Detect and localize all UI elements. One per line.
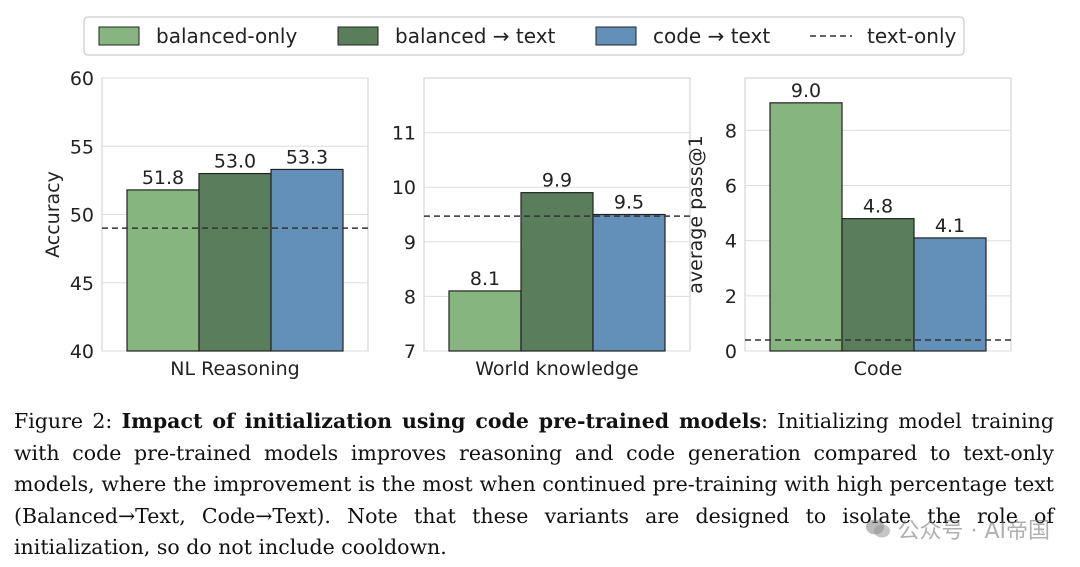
- wechat-icon: [866, 519, 891, 538]
- panel-3-ytick-5: 8: [725, 120, 737, 142]
- legend-swatch-balanced-text: [337, 26, 379, 46]
- panel-1-value-label-2: 53.0: [214, 151, 256, 173]
- panel-1-bar-3: [270, 168, 344, 352]
- legend: balanced-only balanced → text code → tex…: [83, 16, 965, 56]
- panel-3-ytick-3: 4: [725, 231, 737, 253]
- panel-2-value-label-1: 8.1: [470, 268, 500, 290]
- caption-body: : Initializing model training with code …: [14, 409, 1054, 559]
- panel-3-ylabel: average pass@1: [685, 135, 707, 293]
- legend-swatch-balanced-only: [98, 26, 140, 46]
- panel-3-ytick-2: 2: [725, 286, 737, 308]
- panel-3-ytick-4: 6: [725, 176, 737, 198]
- legend-swatch-code-text: [595, 26, 637, 46]
- caption-prefix: Figure 2:: [14, 409, 122, 433]
- panel-2-bar-2: [520, 192, 594, 352]
- panel-3-value-label-2: 4.8: [863, 196, 893, 218]
- panel-3-ytick-1: 0: [725, 341, 737, 363]
- legend-label-balanced-only: balanced-only: [156, 24, 297, 48]
- legend-label-text-only: text-only: [867, 24, 957, 48]
- panel-2-ytick-4: 10: [392, 177, 416, 199]
- panel-2-ytick-2: 8: [404, 286, 416, 308]
- figure-caption: Figure 2: Impact of initialization using…: [14, 406, 1054, 564]
- panel-2-bar-3: [592, 213, 666, 352]
- panel-1-value-label-3: 53.3: [286, 146, 328, 168]
- panel-2-value-label-2: 9.9: [542, 170, 572, 192]
- watermark: 公众号 · AI帝国: [865, 513, 1050, 545]
- panel-3-value-label-3: 4.1: [935, 215, 965, 237]
- panel-1-value-label-1: 51.8: [142, 167, 184, 189]
- panel-3-bar-1: [769, 102, 843, 352]
- panel-2-ytick-3: 9: [404, 232, 416, 254]
- panel-1-bar-1: [126, 189, 200, 352]
- panel-1-ytick-5: 60: [70, 68, 94, 90]
- panel-1-bar-2: [198, 172, 272, 352]
- panel-1-ytick-1: 40: [70, 341, 94, 363]
- panel-2-bar-1: [448, 290, 522, 352]
- panel-1-ytick-2: 45: [70, 273, 94, 295]
- panel-2-xlabel: World knowledge: [475, 358, 638, 380]
- figure-chart: balanced-only balanced → text code → tex…: [42, 16, 1012, 380]
- legend-label-code-text: code → text: [653, 24, 770, 48]
- watermark-text: 公众号 · AI帝国: [897, 519, 1050, 544]
- panel-3-value-label-1: 9.0: [791, 80, 821, 102]
- panel-3-bar-3: [913, 237, 987, 352]
- panel-2-ytick-5: 11: [392, 123, 416, 145]
- legend-label-balanced-text: balanced → text: [395, 24, 556, 48]
- panel-1-ytick-4: 55: [70, 136, 94, 158]
- panel-1-ytick-3: 50: [70, 205, 94, 227]
- caption-title: Impact of initialization using code pre-…: [121, 409, 762, 433]
- panel-1-xlabel: NL Reasoning: [170, 358, 299, 380]
- panel-3-bar-2: [841, 218, 915, 352]
- panel-2-ytick-1: 7: [404, 341, 416, 363]
- panel-3-xlabel: Code: [854, 358, 903, 380]
- panel-2-value-label-3: 9.5: [614, 192, 644, 214]
- panel-1-ylabel: Accuracy: [42, 171, 64, 258]
